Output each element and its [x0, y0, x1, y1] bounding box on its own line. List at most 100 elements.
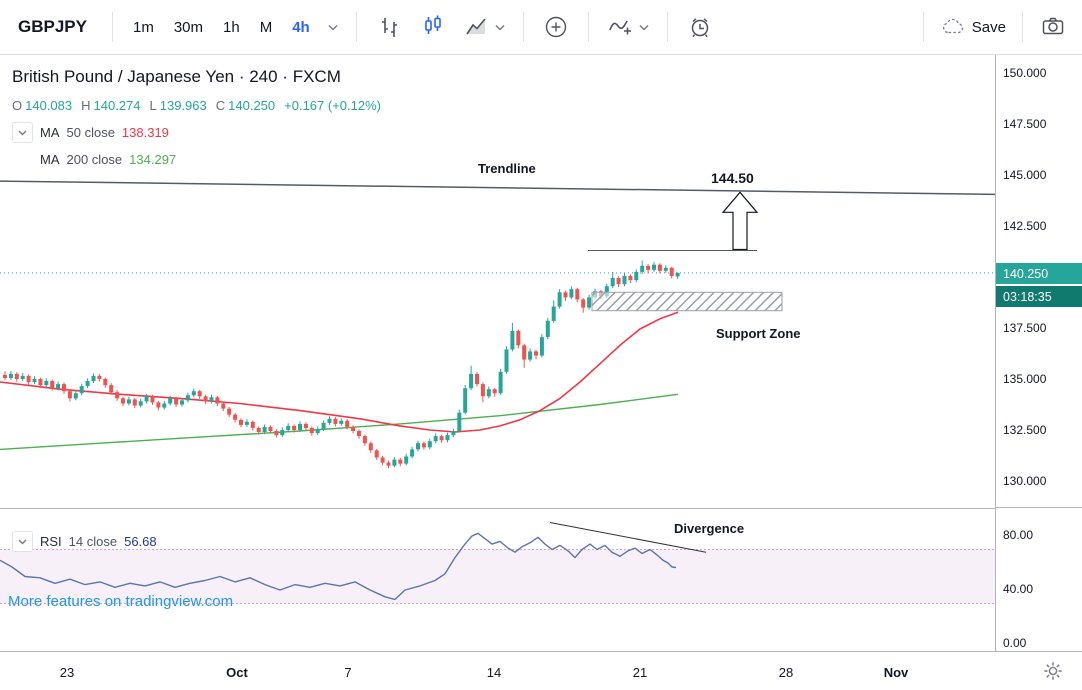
- price-axis[interactable]: 140.250 03:18:35 150.000 147.500 145.000 14…: [995, 55, 1082, 651]
- target-arrow: [721, 191, 759, 251]
- ma200-legend: MA 200 close 134.297: [40, 152, 381, 167]
- target-price-label: 144.50: [711, 170, 754, 186]
- divergence-label: Divergence: [674, 521, 745, 536]
- candlestick-icon: [424, 15, 441, 34]
- indicators-icon: [608, 20, 631, 35]
- ma50-legend: MA 50 close 138.319: [12, 122, 381, 143]
- rsi-value: 56.68: [124, 534, 157, 549]
- trendline-label: Trendline: [478, 161, 536, 176]
- symbol-name[interactable]: GBPJPY: [18, 17, 87, 36]
- toolbar-separator: [522, 12, 524, 42]
- cloud-icon: [942, 18, 963, 34]
- ma50-params: 50 close: [66, 125, 115, 140]
- chevron-down-icon: [328, 24, 338, 31]
- timeframe-1m[interactable]: 1m: [124, 13, 163, 42]
- ohlc-change-value: +0.167 (+0.12%): [284, 98, 381, 113]
- timeframe-group: 1m 30m 1h M 4h: [124, 13, 319, 42]
- support-zone-label: Support Zone: [716, 326, 801, 341]
- time-axis-label: 7: [344, 665, 352, 680]
- bars-icon: [381, 18, 397, 37]
- camera-icon: [1042, 17, 1064, 35]
- ohlc-low-value: 139.963: [159, 98, 207, 113]
- area-chart-type-button[interactable]: [456, 8, 512, 46]
- rsi-legend: RSI 14 close 56.68: [12, 531, 157, 552]
- rsi-name: RSI: [40, 534, 62, 549]
- price-axis-label: 135.000: [1003, 372, 1047, 386]
- compare-button[interactable]: [535, 8, 577, 46]
- price-axis-label: 130.000: [1003, 474, 1047, 488]
- price-axis-label: 142.500: [1003, 219, 1047, 233]
- ohlc-high-value: 140.274: [93, 98, 141, 113]
- rsi-axis-label: 40.00: [1003, 582, 1034, 596]
- chart-area: British Pound / Japanese Yen · 240 · FXC…: [0, 55, 1082, 690]
- timeframe-4h[interactable]: 4h: [283, 13, 319, 42]
- candlestick-chart-type-button[interactable]: [412, 8, 454, 46]
- toolbar-separator: [922, 12, 924, 42]
- timeframe-m[interactable]: M: [251, 13, 282, 42]
- top-toolbar: GBPJPY 1m 30m 1h M 4h: [0, 0, 1082, 55]
- ohlc-close-value: 140.250: [228, 98, 276, 113]
- save-label: Save: [971, 18, 1006, 36]
- snapshot-button[interactable]: [1032, 8, 1074, 46]
- ma50-value: 138.319: [121, 125, 169, 140]
- alert-button[interactable]: [679, 8, 721, 46]
- rsi-pane[interactable]: RSI 14 close 56.68 Divergence More featu…: [0, 508, 995, 651]
- price-axis-label: 150.000: [1003, 66, 1047, 80]
- price-axis-label: 145.000: [1003, 168, 1047, 182]
- ohlc-values: O 140.083 H 140.274 L 139.963 C 140.250 +0.1…: [12, 98, 381, 113]
- chart-title[interactable]: British Pound / Japanese Yen · 240 · FXC…: [12, 67, 341, 86]
- time-axis[interactable]: 23 Oct 7 14 21 28 Nov: [0, 651, 1082, 690]
- price-axis-label: 132.500: [1003, 423, 1047, 437]
- ohlc-open-value: 140.083: [25, 98, 73, 113]
- chevron-down-icon: [639, 24, 649, 31]
- tradingview-link[interactable]: More features on tradingview.com: [8, 593, 234, 610]
- time-axis-label: Nov: [883, 665, 909, 680]
- save-button[interactable]: Save: [933, 9, 1013, 45]
- chart-settings-icon[interactable]: [1042, 660, 1064, 687]
- bar-chart-type-button[interactable]: [368, 8, 410, 46]
- timeframe-dropdown-button[interactable]: [321, 19, 345, 36]
- trendline-drawing: [0, 180, 995, 196]
- rsi-axis-label: 0.00: [1003, 636, 1027, 650]
- time-axis-label: Oct: [226, 665, 248, 680]
- ohlc-open-label: O: [12, 98, 23, 113]
- chart-legend: British Pound / Japanese Yen · 240 · FXC…: [12, 67, 381, 167]
- price-axis-label: 137.500: [1003, 321, 1047, 335]
- toolbar-separator: [355, 12, 357, 42]
- support-zone-rect: [591, 291, 783, 312]
- toolbar-right-group: Save: [914, 8, 1074, 46]
- toolbar-separator: [111, 12, 113, 42]
- legend-collapse-button[interactable]: [12, 122, 33, 143]
- chevron-down-icon: [495, 24, 505, 31]
- ma50-name: MA: [40, 125, 60, 140]
- time-axis-label: 14: [486, 665, 502, 680]
- timeframe-30m[interactable]: 30m: [165, 13, 212, 42]
- ma200-name: MA: [40, 152, 60, 167]
- ma200-value: 134.297: [129, 152, 177, 167]
- main-chart-svg[interactable]: [0, 55, 995, 508]
- rsi-chart-svg[interactable]: [0, 509, 995, 651]
- plus-circle-icon: [545, 16, 566, 38]
- price-axis-label: 147.500: [1003, 117, 1047, 131]
- ohlc-close-label: C: [215, 98, 226, 113]
- time-axis-label: 28: [778, 665, 794, 680]
- main-chart-pane[interactable]: British Pound / Japanese Yen · 240 · FXC…: [0, 55, 995, 508]
- rsi-collapse-button[interactable]: [12, 531, 33, 552]
- ohlc-high-label: H: [81, 98, 91, 113]
- rsi-axis-label: 80.00: [1003, 528, 1034, 542]
- indicators-button[interactable]: [600, 8, 656, 46]
- divergence-line: [549, 522, 707, 553]
- bar-countdown-tag: 03:18:35: [996, 286, 1082, 307]
- ma-lines: [0, 311, 679, 451]
- rsi-band: [0, 549, 995, 604]
- alarm-clock-icon: [691, 18, 708, 38]
- current-price-tag: 140.250: [996, 263, 1082, 284]
- time-axis-label: 21: [632, 665, 648, 680]
- chevron-down-icon: [18, 539, 27, 544]
- rsi-params: 14 close: [68, 534, 118, 549]
- area-chart-icon: [466, 18, 486, 35]
- time-axis-label: 23: [59, 665, 75, 680]
- toolbar-separator: [587, 12, 589, 42]
- timeframe-1h[interactable]: 1h: [214, 13, 249, 42]
